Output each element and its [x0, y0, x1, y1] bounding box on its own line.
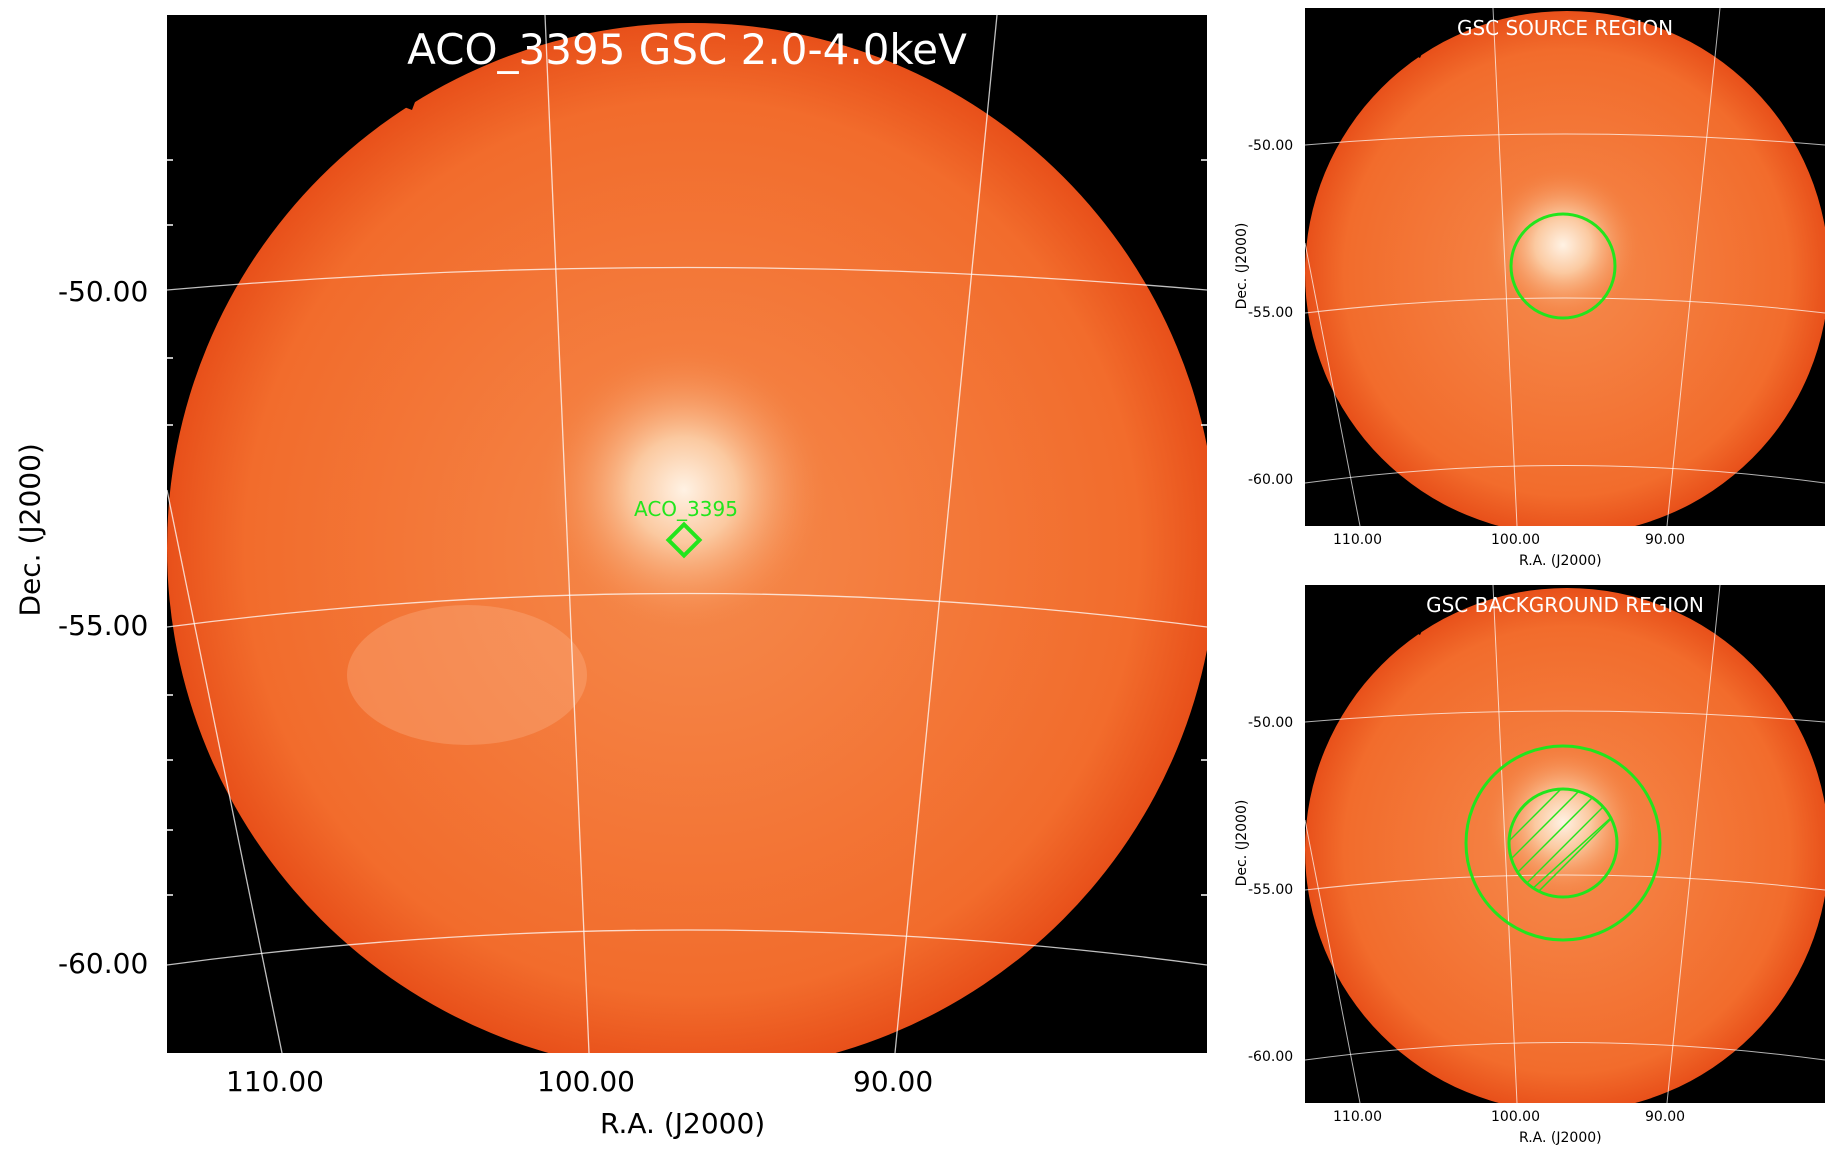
- source-region-image: [1305, 8, 1825, 526]
- main-xlabel: R.A. (J2000): [600, 1107, 766, 1140]
- coordinate-grid: [167, 15, 1207, 1053]
- main-title: ACO_3395 GSC 2.0-4.0keV: [407, 25, 967, 74]
- background-region-image: [1305, 585, 1825, 1103]
- source-region-title: GSC SOURCE REGION: [1456, 16, 1674, 40]
- bkg-xtick-3: 90.00: [1645, 1109, 1686, 1125]
- main-image-panel: ACO_3395 GSC 2.0-4.0keV ACO_3395: [167, 15, 1207, 1053]
- src-xtick-2: 100.00: [1491, 532, 1540, 548]
- field-notch: [347, 15, 567, 110]
- background-region-panel: GSC BACKGROUND REGION: [1305, 585, 1825, 1103]
- src-xtick-3: 90.00: [1645, 532, 1686, 548]
- background-annulus-inner: [1507, 787, 1619, 899]
- bkg-ytick-2: -55.00: [1248, 882, 1294, 898]
- bkg-ylabel: Dec. (J2000): [1234, 799, 1250, 887]
- src-xlabel: R.A. (J2000): [1519, 553, 1602, 569]
- background-annulus-outer: [1464, 744, 1662, 942]
- source-extraction-circle: [1509, 212, 1617, 320]
- main-xtick-2: 100.00: [537, 1065, 635, 1098]
- cluster-emission: [534, 340, 834, 640]
- source-position-marker: [665, 521, 703, 559]
- src-ylabel: Dec. (J2000): [1234, 222, 1250, 310]
- src-ytick-3: -60.00: [1248, 472, 1294, 488]
- main-ytick-3: -60.00: [58, 947, 149, 980]
- bkg-ytick-1: -50.00: [1248, 715, 1294, 731]
- main-xtick-1: 110.00: [226, 1065, 324, 1098]
- background-region-title: GSC BACKGROUND REGION: [1426, 593, 1704, 617]
- main-ytick-2: -55.00: [58, 609, 149, 642]
- src-ytick-1: -50.00: [1248, 138, 1294, 154]
- main-ytick-1: -50.00: [58, 275, 149, 308]
- source-region-panel: GSC SOURCE REGION: [1305, 8, 1825, 526]
- bkg-xtick-2: 100.00: [1491, 1109, 1540, 1125]
- src-ytick-2: -55.00: [1248, 305, 1294, 321]
- bkg-xtick-1: 110.00: [1333, 1109, 1382, 1125]
- main-ylabel: Dec. (J2000): [13, 443, 47, 617]
- main-sky-image: [167, 15, 1207, 1053]
- source-name-label: ACO_3395: [634, 497, 738, 521]
- src-xtick-1: 110.00: [1333, 532, 1382, 548]
- bkg-ytick-3: -60.00: [1248, 1049, 1294, 1065]
- bkg-xlabel: R.A. (J2000): [1519, 1130, 1602, 1146]
- main-xtick-3: 90.00: [853, 1065, 934, 1098]
